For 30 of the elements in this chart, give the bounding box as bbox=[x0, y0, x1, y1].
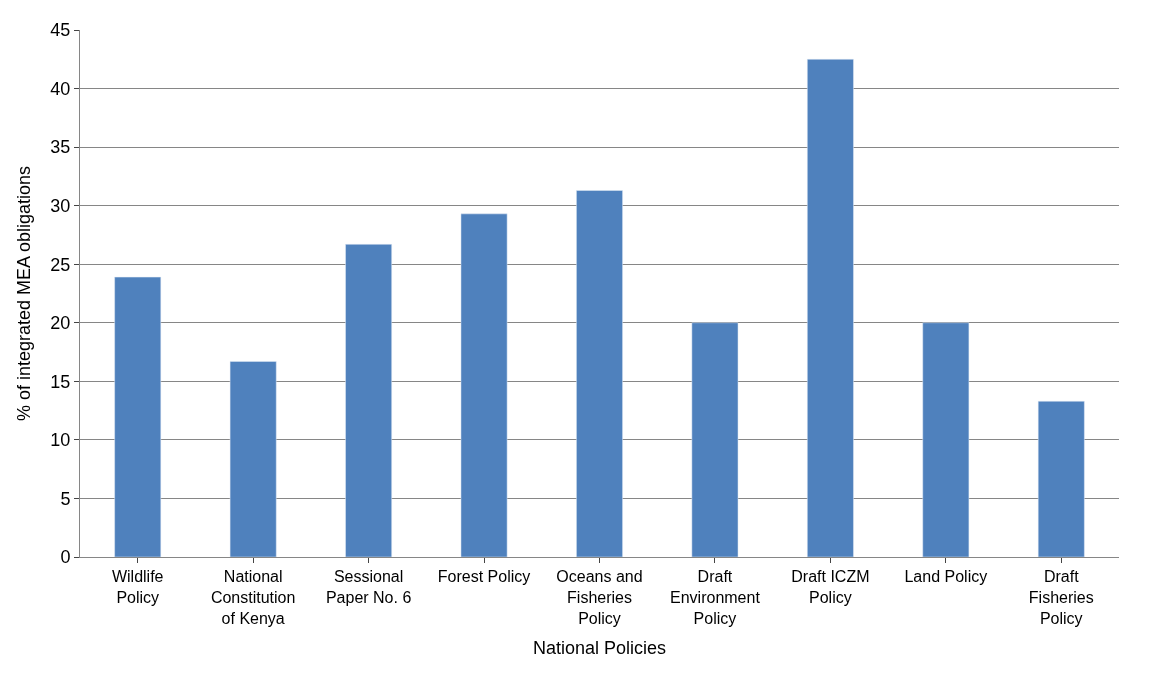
x-tick-label: Wildlife Policy bbox=[111, 568, 164, 606]
y-tick-label: 15 bbox=[50, 371, 71, 392]
x-tick-label: Oceans and Fisheries Policy bbox=[556, 568, 643, 627]
x-tick-label: Land Policy bbox=[904, 568, 988, 586]
x-axis-title: National Policies bbox=[532, 637, 667, 658]
x-tick-label: National Constitution of Kenya bbox=[210, 568, 296, 627]
y-tick-label: 20 bbox=[50, 313, 71, 334]
y-axis-title: % of integrated MEA obligations bbox=[13, 165, 34, 422]
x-tick-label: Forest Policy bbox=[437, 568, 531, 586]
y-tick-label: 45 bbox=[50, 20, 71, 41]
bar bbox=[576, 190, 623, 557]
bar bbox=[691, 322, 739, 557]
y-tick-label: 25 bbox=[50, 254, 71, 275]
x-tick-label: Draft ICZM Policy bbox=[791, 568, 870, 606]
y-tick-label: 35 bbox=[50, 137, 71, 158]
y-tick-label: 30 bbox=[50, 195, 71, 216]
y-tick-label: 40 bbox=[50, 78, 71, 99]
bar bbox=[460, 213, 508, 557]
y-tick-label: 5 bbox=[60, 488, 71, 509]
bar bbox=[807, 59, 854, 557]
bar bbox=[345, 244, 392, 557]
bar bbox=[114, 276, 162, 557]
x-tick-label: Draft Environment Policy bbox=[670, 568, 761, 627]
bar bbox=[922, 322, 970, 557]
x-tick-label: Sessional Paper No. 6 bbox=[325, 568, 412, 606]
y-tick-label: 0 bbox=[60, 547, 71, 568]
bar bbox=[1037, 400, 1085, 557]
bar bbox=[229, 361, 277, 557]
x-tick-label: Draft Fisheries Policy bbox=[1028, 568, 1094, 627]
y-tick-label: 10 bbox=[50, 430, 71, 451]
